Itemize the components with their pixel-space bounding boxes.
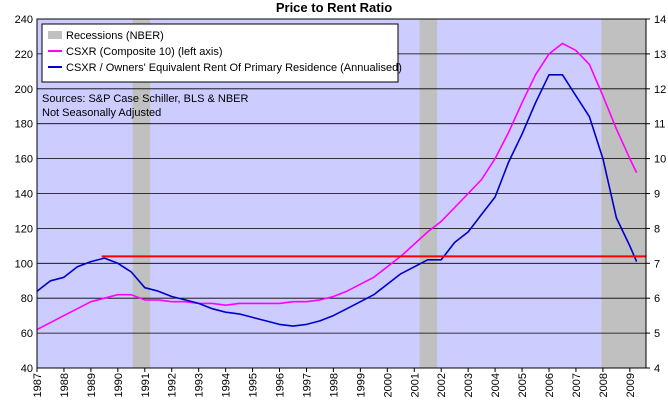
right-tick-label: 9 — [654, 189, 660, 201]
x-tick-label: 2003 — [463, 373, 475, 397]
x-tick-label: 2000 — [382, 373, 394, 397]
legend-label: CSXR (Composite 10) (left axis) — [66, 46, 223, 58]
left-tick-label: 120 — [15, 223, 33, 235]
x-tick-label: 1992 — [167, 373, 179, 397]
x-tick-label: 2009 — [625, 373, 637, 397]
right-tick-label: 7 — [654, 258, 660, 270]
series-line — [36, 42, 638, 331]
series-line — [36, 74, 638, 327]
left-tick-label: 160 — [15, 154, 33, 166]
x-tick-label: 1997 — [301, 373, 313, 397]
right-tick-label: 4 — [654, 363, 660, 375]
x-tick-label: 1989 — [86, 373, 98, 397]
x-tick-label: 1994 — [221, 373, 233, 397]
right-tick-label: 6 — [654, 293, 660, 305]
x-tick-label: 1996 — [275, 373, 287, 397]
x-tick-label: 2004 — [490, 373, 502, 397]
right-tick-label: 13 — [654, 49, 666, 61]
x-tick-label: 2002 — [436, 373, 448, 397]
right-tick-label: 11 — [654, 119, 665, 131]
left-tick-label: 40 — [21, 363, 33, 375]
legend-label: Recessions (NBER) — [66, 30, 164, 42]
left-tick-label: 200 — [15, 84, 33, 96]
left-tick-label: 240 — [15, 14, 33, 26]
x-tick-label: 2008 — [598, 373, 610, 397]
left-tick-label: 60 — [21, 328, 33, 340]
chart-title: Price to Rent Ratio — [276, 0, 392, 15]
x-tick-label: 2007 — [571, 373, 583, 397]
left-tick-label: 180 — [15, 119, 33, 131]
source-note: Not Seasonally Adjusted — [42, 107, 161, 119]
right-tick-label: 8 — [654, 223, 660, 235]
left-tick-label: 100 — [15, 258, 33, 270]
right-tick-label: 10 — [654, 154, 666, 166]
legend-box — [41, 23, 399, 83]
legend-swatch — [48, 31, 62, 39]
x-tick-label: 1998 — [328, 373, 340, 397]
x-tick-label: 1987 — [32, 373, 44, 397]
legend-label: CSXR / Owners' Equivalent Rent Of Primar… — [66, 62, 402, 74]
x-tick-label: 1993 — [194, 373, 206, 397]
left-tick-label: 140 — [15, 189, 33, 201]
x-tick-label: 2001 — [409, 373, 421, 397]
x-tick-label: 1990 — [113, 373, 125, 397]
plot-frame — [36, 18, 647, 369]
source-note: Sources: S&P Case Schiller, BLS & NBER — [42, 93, 248, 105]
x-tick-label: 2006 — [544, 373, 556, 397]
x-tick-label: 1988 — [59, 373, 71, 397]
left-tick-label: 220 — [15, 49, 33, 61]
x-tick-label: 1991 — [140, 373, 152, 397]
x-tick-label: 2005 — [517, 373, 529, 397]
right-tick-label: 12 — [654, 84, 666, 96]
x-tick-label: 1995 — [248, 373, 260, 397]
right-tick-label: 5 — [654, 328, 660, 340]
x-tick-label: 1999 — [355, 373, 367, 397]
left-tick-label: 80 — [21, 293, 33, 305]
right-tick-label: 14 — [654, 14, 666, 26]
